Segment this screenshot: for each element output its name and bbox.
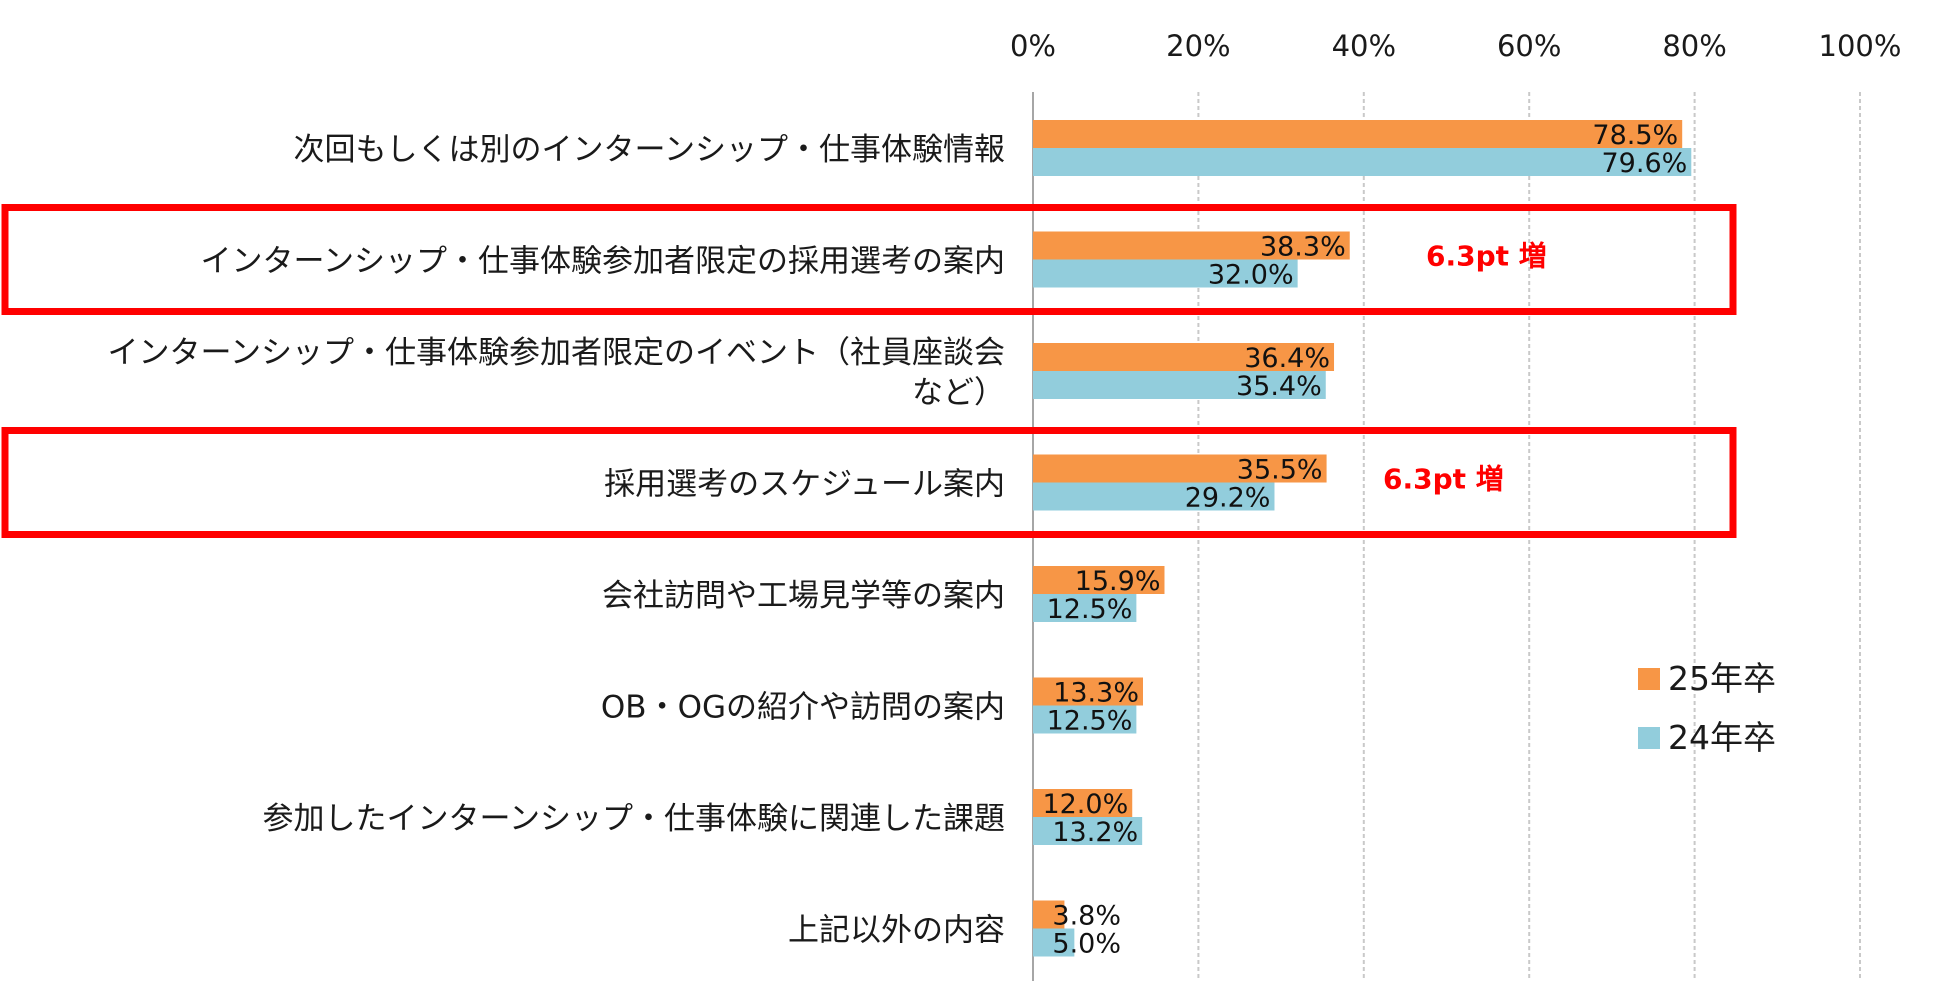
bar-series2 <box>1033 928 1075 957</box>
category-label: 次回もしくは別のインターンシップ・仕事体験情報 <box>294 132 1005 168</box>
bar-series1 <box>1033 120 1683 148</box>
bar-series1 <box>1033 454 1327 483</box>
bar-series1 <box>1033 343 1335 371</box>
category-label: 会社訪問や工場見学等の案内 <box>602 578 1005 614</box>
data-label: 5.0% <box>1052 929 1121 960</box>
bar-series2 <box>1033 148 1692 176</box>
data-label: 12.5% <box>1047 594 1133 625</box>
data-label: 13.2% <box>1052 817 1138 848</box>
data-label: 12.5% <box>1047 706 1133 737</box>
category-label: 上記以外の内容 <box>788 913 1005 949</box>
data-label: 15.9% <box>1075 566 1161 597</box>
x-tick-label: 40% <box>1332 29 1396 63</box>
bar-series1 <box>1033 900 1065 929</box>
category-labels: 次回もしくは別のインターンシップ・仕事体験情報インターンシップ・仕事体験参加者限… <box>108 132 1005 949</box>
bar-series2 <box>1033 371 1326 399</box>
category-label: インターンシップ・仕事体験参加者限定の採用選考の案内 <box>201 244 1005 280</box>
highlight-boxes: 6.3pt 増 6.3pt 増 <box>1 204 1737 538</box>
data-label: 13.3% <box>1053 678 1139 709</box>
bars: 78.5%79.6% 38.3%32.0% 36.4%35.4% 35.5%29.2%… <box>1033 120 1692 960</box>
x-tick-label: 80% <box>1662 29 1726 63</box>
annotation-label: 6.3pt 増 <box>1426 240 1547 273</box>
legend-swatch <box>1638 727 1660 749</box>
x-tick-label: 60% <box>1497 29 1561 63</box>
bar-series2 <box>1033 817 1143 845</box>
data-label: 38.3% <box>1260 232 1346 263</box>
bar-series1 <box>1033 231 1350 260</box>
bar-series2 <box>1033 594 1137 622</box>
highlight-box <box>1 204 1737 315</box>
data-label: 32.0% <box>1208 260 1294 291</box>
x-tick-label: 20% <box>1166 29 1230 63</box>
category-label: 採用選考のスケジュール案内 <box>604 467 1005 503</box>
highlight-box <box>1 427 1737 538</box>
bar-series1 <box>1033 566 1165 594</box>
category-label: など） <box>912 375 1005 411</box>
data-label: 35.4% <box>1236 371 1322 402</box>
data-label: 79.6% <box>1602 148 1688 179</box>
x-tick-label: 0% <box>1010 29 1056 63</box>
category-label: インターンシップ・仕事体験参加者限定のイベント（社員座談会 <box>108 335 1005 371</box>
legend-label: 24年卒 <box>1668 718 1776 757</box>
x-tick-label: 100% <box>1819 29 1902 63</box>
data-label: 35.5% <box>1237 455 1323 486</box>
data-label: 29.2% <box>1185 483 1271 514</box>
category-label: 参加したインターンシップ・仕事体験に関連した課題 <box>263 801 1005 837</box>
data-label: 36.4% <box>1244 343 1330 374</box>
legend-swatch <box>1638 668 1660 690</box>
data-label: 78.5% <box>1592 120 1678 151</box>
data-label: 12.0% <box>1042 789 1128 820</box>
bar-series2 <box>1033 482 1275 511</box>
bar-series1 <box>1033 789 1133 817</box>
bar-series2 <box>1033 259 1298 288</box>
legend-label: 25年卒 <box>1668 659 1776 698</box>
data-label: 3.8% <box>1052 901 1121 932</box>
x-axis-ticks: 0% 20% 40% 60% 80% 100% <box>1010 29 1901 63</box>
bar-series1 <box>1033 677 1143 706</box>
annotation-label: 6.3pt 増 <box>1383 463 1504 496</box>
legend: 25年卒 24年卒 <box>1638 659 1776 757</box>
category-label: OB・OGの紹介や訪問の案内 <box>601 690 1005 726</box>
bar-series2 <box>1033 705 1137 734</box>
